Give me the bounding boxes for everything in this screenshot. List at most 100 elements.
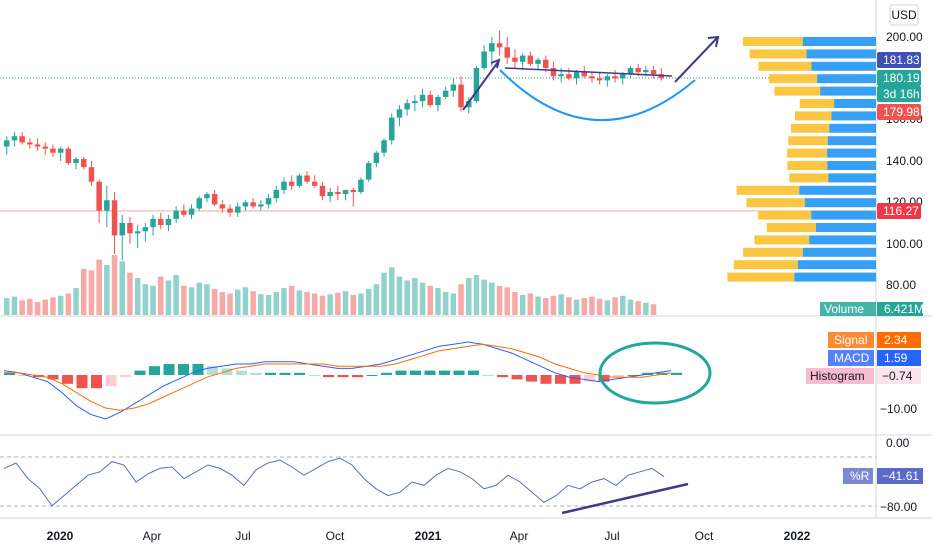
candle-body — [473, 68, 480, 102]
candle-body — [188, 208, 195, 215]
volume-bar — [481, 279, 487, 315]
macd-hist-bar — [62, 375, 73, 384]
volume-bar — [227, 293, 233, 315]
candle-body — [419, 94, 426, 102]
candle-body — [281, 181, 287, 190]
volume-bar — [427, 285, 433, 315]
candle-body — [150, 218, 156, 228]
candle-body — [273, 189, 279, 199]
candle-body — [450, 84, 457, 91]
volume-bar — [250, 291, 256, 315]
volume-bar — [550, 295, 557, 315]
candle-body — [581, 72, 587, 77]
badge-179-98 — [877, 104, 921, 120]
candle-body — [504, 47, 510, 58]
profile-bar-up — [804, 198, 876, 208]
candle-body — [42, 146, 48, 149]
x-tick: Oct — [326, 529, 345, 543]
profile-bar-up — [827, 148, 876, 158]
candle-body — [558, 74, 564, 77]
profile-bar-up — [828, 173, 876, 183]
profile-bar-down — [774, 86, 821, 96]
macd-tick: −10.00 — [880, 402, 917, 416]
macd-hist-bar — [308, 375, 320, 376]
badge-181-83 — [877, 52, 921, 68]
y-tick: 80.00 — [886, 278, 916, 292]
volume-bar — [620, 295, 626, 315]
candle-body — [543, 59, 549, 68]
macd-hist-bar — [323, 375, 334, 378]
wr-label: %R — [850, 469, 870, 483]
profile-bar-up — [799, 185, 876, 195]
volume-bar — [650, 304, 657, 315]
macd-hist-bar — [584, 375, 595, 382]
candle-body — [319, 185, 326, 197]
volume-bar — [373, 284, 380, 315]
candle-body — [404, 103, 410, 110]
macd-hist-bar — [18, 375, 30, 376]
candle-body — [519, 55, 526, 62]
volume-bar — [134, 278, 141, 315]
volume-bar — [119, 261, 125, 315]
macd-hist-bar — [105, 375, 117, 386]
profile-bar-up — [827, 161, 876, 170]
macd-hist-bar — [352, 375, 363, 378]
volume-bar — [389, 267, 395, 315]
macd-circle-drawing — [598, 341, 712, 405]
macd-hist-bar — [627, 375, 639, 376]
macd-hist-bar — [453, 370, 465, 375]
macd-hist-bar — [337, 375, 349, 378]
volume-bar — [19, 300, 25, 315]
y-tick: 100.00 — [886, 237, 923, 251]
x-tick: Jul — [604, 529, 619, 543]
candle-body — [620, 74, 626, 79]
candle-body — [458, 84, 464, 108]
macd-label: MACD — [834, 351, 870, 365]
x-tick: 2022 — [784, 529, 811, 543]
macd-hist-bar — [482, 375, 494, 376]
profile-bar-up — [794, 272, 876, 282]
volume-bar — [473, 275, 480, 315]
volume-bar — [111, 255, 118, 315]
candle-body — [566, 74, 572, 79]
profile-bar-down — [794, 111, 832, 121]
candle-body — [34, 144, 41, 147]
profile-bar-down — [727, 272, 795, 282]
profile-bar-down — [742, 37, 803, 46]
volume-bar — [204, 284, 210, 315]
volume-value: 6.421M — [884, 302, 924, 316]
volume-bar — [558, 294, 564, 315]
candle-body — [111, 200, 118, 236]
hist-value: −0.74 — [882, 369, 913, 383]
profile-bar-up — [829, 123, 876, 133]
badge-text: 179.98 — [883, 105, 920, 119]
candle-body — [358, 179, 364, 192]
volume-bar — [4, 298, 10, 315]
candle-body — [466, 101, 472, 108]
wr-tick: 0.00 — [886, 436, 910, 450]
profile-bar-down — [743, 247, 803, 257]
cup-arc-drawing — [499, 69, 696, 121]
profile-bar-down — [788, 136, 828, 146]
price-badges: 181.83 180.19 3d 16h 179.98 116.27 — [877, 52, 921, 219]
macd-hist-bar — [395, 370, 407, 375]
candle-body — [350, 189, 356, 192]
candle-body — [327, 192, 333, 197]
candle-body — [27, 142, 33, 145]
candle-body — [573, 72, 580, 79]
y-tick: 200.00 — [886, 30, 923, 44]
macd-hist-bar — [381, 372, 392, 375]
macd-hist-bar — [76, 375, 88, 389]
volume-bar — [327, 294, 333, 315]
currency-button[interactable] — [889, 4, 919, 26]
candle-body — [512, 57, 518, 62]
trend-arrow-2 — [674, 37, 718, 83]
candle-body — [304, 175, 310, 182]
macd-hist-bar — [265, 372, 276, 375]
volume-bar — [142, 284, 149, 315]
candle-body — [11, 136, 18, 141]
volume-bar — [381, 272, 387, 315]
wr-trend-line — [561, 482, 689, 515]
macd-hist-bar — [497, 375, 508, 378]
